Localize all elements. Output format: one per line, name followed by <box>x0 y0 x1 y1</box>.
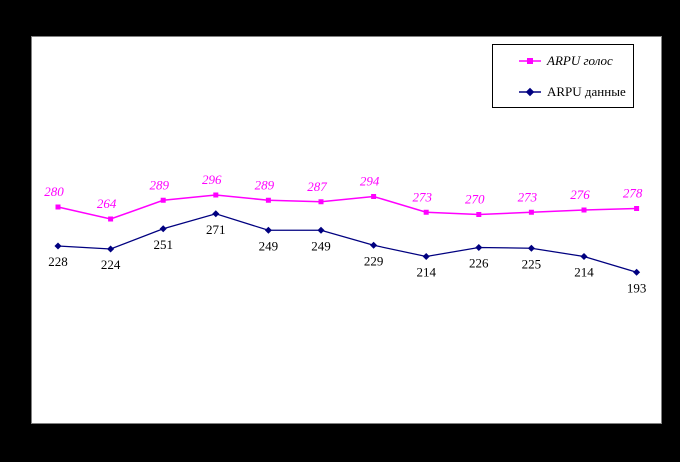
square-marker <box>371 194 377 199</box>
square-marker <box>160 197 166 203</box>
voice-series-swatch-icon <box>519 57 541 64</box>
square-marker <box>318 199 324 205</box>
diamond-marker <box>527 244 535 252</box>
data-label: 287 <box>307 179 327 194</box>
diamond-marker <box>580 252 588 261</box>
data-label: 280 <box>44 184 64 199</box>
square-marker <box>476 212 482 217</box>
diamond-marker <box>633 268 641 276</box>
diamond-marker <box>212 210 220 218</box>
square-marker <box>581 207 587 213</box>
data-label: 193 <box>627 280 647 295</box>
data-label: 289 <box>149 177 169 192</box>
diamond-marker <box>370 241 378 249</box>
data-label: 226 <box>469 256 489 271</box>
data-label: 271 <box>206 222 226 237</box>
legend-label-data: ARPU данные <box>547 83 626 99</box>
diamond-marker <box>107 245 115 253</box>
data-label: 224 <box>101 257 121 272</box>
data-label: 296 <box>202 172 222 187</box>
legend-item-arpu-voice: ARPU голос <box>493 45 633 76</box>
square-marker <box>108 216 114 222</box>
data-label: 225 <box>522 256 542 271</box>
square-marker <box>634 206 640 211</box>
square-marker <box>528 209 534 215</box>
data-label: 214 <box>574 265 594 280</box>
square-marker <box>213 192 219 198</box>
legend-label-voice: ARPU голос <box>547 52 613 68</box>
square-marker <box>55 204 61 210</box>
data-label: 249 <box>259 238 279 253</box>
data-label: 294 <box>360 174 380 189</box>
series-line-data <box>57 213 637 273</box>
data-label: 229 <box>364 253 384 268</box>
data-series-swatch-icon <box>519 87 541 96</box>
diamond-marker <box>422 252 430 261</box>
square-marker <box>265 197 271 203</box>
legend-item-arpu-data: ARPU данные <box>493 76 633 107</box>
diamond-marker <box>475 243 483 252</box>
plot-area: 280 264 289 296 289 287 294 273 270 273 276 278 228 2… <box>44 172 647 295</box>
data-label: 278 <box>623 186 643 201</box>
data-label: 273 <box>518 189 538 204</box>
data-label: 289 <box>255 177 275 192</box>
data-label: 270 <box>465 192 485 207</box>
data-label: 264 <box>97 196 117 211</box>
series-line-voice <box>57 194 637 220</box>
diamond-marker <box>54 242 62 250</box>
data-label: 228 <box>48 254 68 269</box>
diamond-marker <box>264 226 272 234</box>
legend-box: ARPU голос ARPU данные <box>492 44 634 108</box>
data-label: 251 <box>153 237 173 252</box>
data-label: 249 <box>311 238 331 253</box>
diamond-marker <box>159 225 167 233</box>
chart-area: 280 264 289 296 289 287 294 273 270 273 276 278 228 2… <box>31 36 662 424</box>
data-label: 273 <box>412 189 432 204</box>
diamond-marker <box>317 226 325 234</box>
square-marker <box>423 209 429 215</box>
data-label: 214 <box>416 265 436 280</box>
data-label: 276 <box>570 187 590 202</box>
